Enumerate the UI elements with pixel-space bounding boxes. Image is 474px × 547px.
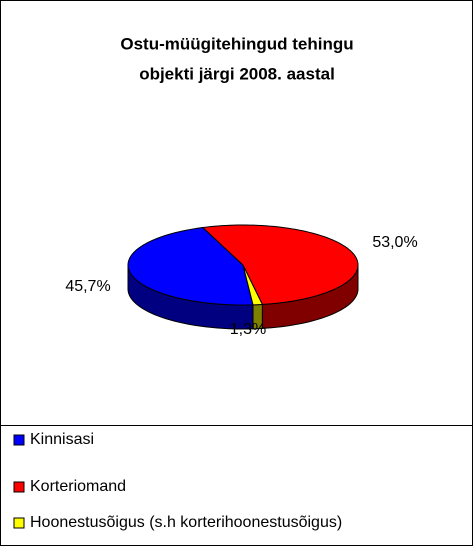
legend-label: Kinnisasi <box>30 431 94 448</box>
data-label: 53,0% <box>372 234 417 251</box>
legend-swatch <box>13 481 25 493</box>
legend-box <box>0 425 473 546</box>
chart-title: Ostu-müügitehingud tehingu <box>120 34 353 53</box>
data-label: 45,7% <box>65 278 110 295</box>
slice <box>201 224 359 305</box>
legend-label: Hoonestusõigus (s.h korterihoonestusõigu… <box>30 514 342 531</box>
legend-swatch <box>13 434 25 446</box>
legend-label: Korteriomand <box>30 478 126 495</box>
slice <box>242 264 264 306</box>
chart-title: objekti järgi 2008. aastal <box>139 64 335 83</box>
slice <box>127 227 254 306</box>
data-label: 1,3% <box>230 321 266 338</box>
legend-swatch <box>13 517 25 529</box>
